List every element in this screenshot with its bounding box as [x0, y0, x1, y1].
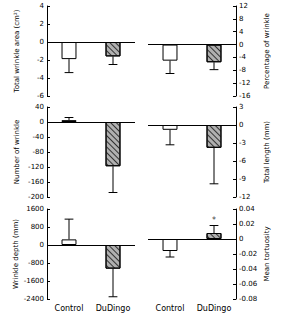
svg-text:-4: -4	[239, 53, 247, 61]
svg-text:DuDingo: DuDingo	[96, 304, 131, 313]
svg-text:-120: -120	[28, 163, 44, 171]
svg-text:Mean tortuosity: Mean tortuosity	[263, 226, 271, 281]
svg-text:0: 0	[239, 235, 243, 243]
svg-text:0: 0	[40, 118, 44, 126]
svg-text:0: 0	[40, 241, 44, 249]
svg-text:4: 4	[40, 2, 45, 10]
svg-text:2: 2	[40, 20, 44, 28]
svg-text:*: *	[212, 216, 216, 225]
svg-text:800: 800	[31, 223, 44, 231]
svg-text:-3: -3	[239, 139, 246, 147]
svg-text:Number of wrinkle: Number of wrinkle	[13, 120, 21, 185]
svg-text:0.02: 0.02	[239, 220, 255, 228]
svg-text:DuDingo: DuDingo	[197, 304, 232, 313]
svg-text:-6: -6	[239, 157, 247, 165]
svg-text:-800: -800	[28, 259, 44, 267]
svg-text:-12: -12	[239, 79, 250, 87]
svg-text:1600: 1600	[26, 205, 44, 213]
svg-text:Total wrinkle area (cm²): Total wrinkle area (cm²)	[13, 9, 21, 93]
svg-text:-200: -200	[28, 193, 44, 201]
svg-text:0.04: 0.04	[239, 205, 255, 213]
svg-text:0: 0	[239, 121, 243, 129]
svg-text:Percentage of wrinkle: Percentage of wrinkle	[263, 13, 271, 89]
svg-text:-8: -8	[239, 66, 246, 74]
svg-text:40: 40	[35, 103, 44, 111]
svg-text:0: 0	[239, 41, 243, 49]
svg-text:-1600: -1600	[24, 277, 44, 285]
svg-text:Wrinkle depth (mm): Wrinkle depth (mm)	[12, 219, 20, 289]
svg-text:-2400: -2400	[24, 295, 44, 303]
svg-text:3: 3	[239, 103, 243, 111]
svg-text:-12: -12	[239, 193, 250, 201]
svg-text:0: 0	[40, 38, 44, 46]
svg-text:-40: -40	[33, 133, 44, 141]
svg-text:-0.06: -0.06	[239, 280, 258, 288]
svg-text:-160: -160	[28, 178, 44, 186]
svg-text:-16: -16	[239, 92, 251, 100]
svg-text:-4: -4	[37, 74, 45, 82]
svg-text:-6: -6	[37, 92, 45, 100]
svg-text:-0.08: -0.08	[239, 295, 257, 303]
svg-text:-80: -80	[33, 148, 44, 156]
svg-text:12: 12	[239, 2, 248, 10]
svg-text:-9: -9	[239, 175, 246, 183]
svg-text:-0.04: -0.04	[239, 265, 258, 273]
svg-text:Control: Control	[156, 304, 185, 313]
svg-text:-2: -2	[37, 56, 44, 64]
svg-text:8: 8	[239, 15, 243, 23]
svg-text:4: 4	[239, 28, 244, 36]
svg-text:-0.02: -0.02	[239, 250, 257, 258]
svg-text:Total length (mm): Total length (mm)	[263, 121, 271, 184]
svg-text:Control: Control	[55, 304, 84, 313]
